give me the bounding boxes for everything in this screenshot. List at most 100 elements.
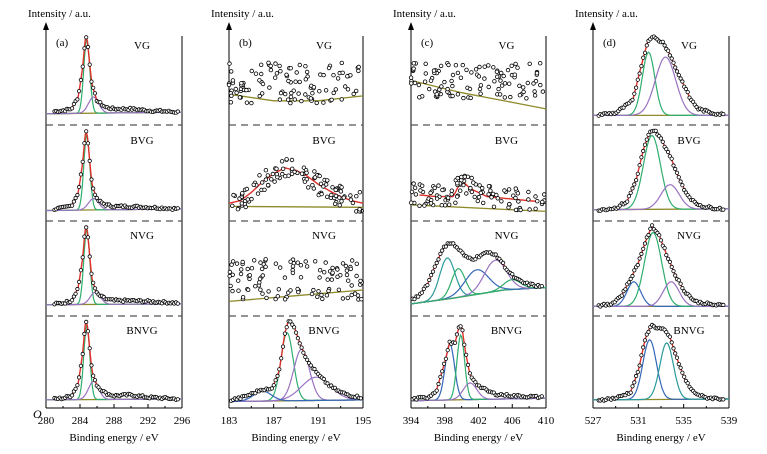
data-point [633,373,639,379]
data-point [452,340,458,345]
data-point [671,60,676,65]
data-point [94,195,99,200]
spectrum-label: VG [316,40,332,52]
data-point [458,324,463,329]
data-point [263,177,269,182]
data-point [532,89,537,94]
data-point [432,264,437,269]
data-point [443,244,448,249]
data-point [475,198,480,204]
data-point [84,35,89,40]
data-point [450,93,455,99]
data-point [356,68,361,74]
data-point [344,268,350,273]
data-point [84,319,89,324]
data-point [273,296,278,302]
data-point [274,71,280,76]
data-point [331,90,336,96]
data-point [527,61,532,66]
data-point [434,260,439,265]
data-point [667,259,673,264]
data-point [230,288,235,294]
component-peak [593,338,729,401]
data-point [671,268,676,274]
data-point [502,81,508,86]
data-point [319,292,324,298]
data-point [425,282,430,288]
data-point [680,79,685,84]
data-point [230,78,236,83]
x-tick-label: 183 [221,415,238,427]
data-point [335,76,341,81]
x-tick-label: 195 [355,415,372,427]
data-point [500,260,506,265]
data-point [447,202,452,207]
component-peak [410,257,547,305]
data-point [486,183,492,189]
data-point [91,373,96,378]
x-tick-label: 187 [265,415,282,427]
data-point [358,396,363,401]
data-point [264,295,269,301]
data-point [277,63,282,69]
x-tick-label: 410 [538,415,555,427]
data-point [628,390,633,395]
data-point [497,92,503,97]
data-point [630,186,635,191]
data-point [527,207,532,212]
data-point [313,259,318,264]
data-point [642,50,648,55]
data-point [411,61,416,66]
x-tick-label: 288 [106,415,123,427]
data-point [535,198,540,204]
data-point [524,96,529,101]
data-point [632,380,637,385]
data-point [312,366,317,372]
data-point [269,177,274,182]
data-point [303,259,308,264]
data-point [465,362,471,367]
data-point [476,194,482,200]
data-point [653,128,658,133]
data-point [290,166,295,171]
data-point [473,257,478,262]
envelope-line [54,34,178,113]
data-point [449,78,454,84]
data-point [646,232,651,238]
data-point [350,200,356,206]
data-point [82,234,87,239]
spectrum-nvg: NVG [227,230,365,317]
data-point [673,273,678,278]
data-point [317,275,322,280]
data-point [496,86,501,92]
data-point [310,90,315,96]
x-tick-label: 191 [310,415,327,427]
data-point [721,112,726,117]
data-point [438,374,443,379]
data-point [662,246,667,251]
data-point [175,397,180,402]
data-point [320,296,325,302]
data-point [339,97,344,102]
panel-4: Intensity / a.u. Binding energy / eV 527 53… [575,8,738,444]
data-point [249,68,254,74]
envelope-line [54,129,178,210]
data-point [331,72,336,78]
data-point [226,82,232,88]
data-point [682,374,687,379]
data-point [439,84,444,89]
data-point [77,375,82,380]
data-point [669,340,674,345]
data-point [340,261,346,266]
data-point [657,233,662,238]
data-point [273,75,278,80]
data-point [297,341,302,346]
data-point [263,257,268,262]
data-point [273,61,278,66]
data-point [233,86,238,92]
data-point [245,197,250,202]
data-point [676,361,681,367]
x-tick-label: 394 [403,415,420,427]
data-point [337,203,342,208]
data-point [303,77,308,82]
